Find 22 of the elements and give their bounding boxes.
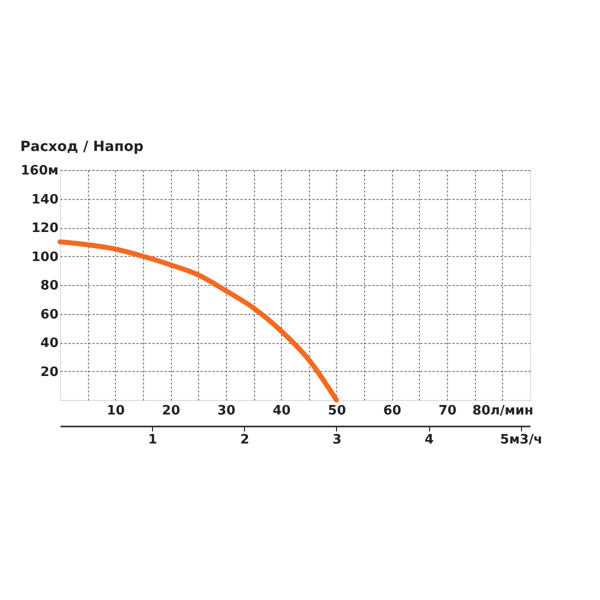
- y-tick-label: 100: [31, 250, 58, 265]
- x-tick-label: 70: [438, 404, 457, 418]
- y-tick-label: 60: [40, 307, 58, 322]
- x-tick-label: 40: [272, 404, 291, 418]
- y-tick-label: 120: [31, 221, 58, 236]
- x-tick-label: 60: [383, 404, 402, 418]
- chart-title: Расход / Напор: [20, 139, 144, 155]
- x2-tick-label: 1: [148, 432, 158, 448]
- x2-tick-label: 5м3/ч: [500, 432, 542, 448]
- x2-tick-label: 3: [332, 432, 342, 448]
- x-tick-label: 80л/мин: [472, 404, 534, 418]
- x2-tick-label: 2: [240, 432, 250, 448]
- x-tick-label: 50: [328, 404, 346, 418]
- y-tick-label: 140: [31, 192, 58, 208]
- y-tick-label: 160м: [20, 164, 58, 178]
- x2-tick-label: 4: [424, 432, 434, 448]
- x-tick-label: 20: [162, 404, 180, 418]
- y-tick-label: 40: [40, 336, 58, 351]
- x-tick-label: 30: [217, 404, 236, 418]
- y-tick-label: 20: [40, 364, 58, 380]
- y-tick-label: 80: [40, 278, 58, 294]
- x-tick-label: 10: [106, 404, 125, 418]
